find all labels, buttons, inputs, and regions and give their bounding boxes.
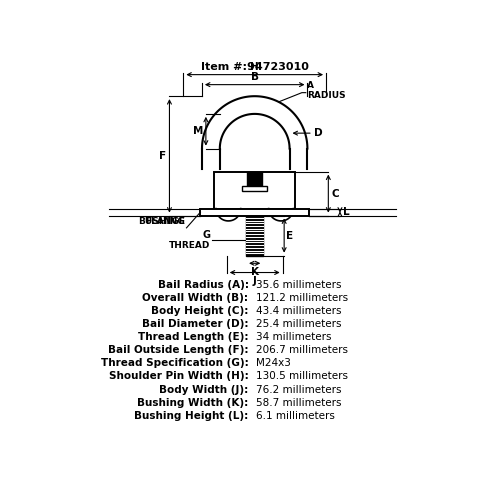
Text: B: B [250,72,258,83]
Text: Thread Specification (G):: Thread Specification (G): [101,358,248,368]
Bar [214,172,295,208]
Text: M: M [193,126,203,136]
Text: A
RADIUS: A RADIUS [308,80,346,100]
Text: Bail Outside Length (F):: Bail Outside Length (F): [108,346,248,356]
Text: E: E [286,230,294,240]
Text: Item #:94723010: Item #:94723010 [201,62,308,72]
Text: M24x3: M24x3 [256,358,291,368]
Text: 35.6 millimeters: 35.6 millimeters [256,280,342,290]
Text: K: K [250,267,258,277]
Text: Shoulder Pin Width (H):: Shoulder Pin Width (H): [109,372,248,382]
Bar [242,186,267,191]
Text: Bushing Width (K):: Bushing Width (K): [137,398,248,407]
Bar [246,216,263,256]
Text: J: J [253,276,256,286]
Text: L: L [343,207,349,217]
Text: H: H [250,62,259,72]
Text: 76.2 millimeters: 76.2 millimeters [256,384,342,394]
Text: 206.7 millimeters: 206.7 millimeters [256,346,348,356]
Text: G: G [202,230,210,239]
Text: D: D [314,128,323,138]
Text: 130.5 millimeters: 130.5 millimeters [256,372,348,382]
Text: Bail Diameter (D):: Bail Diameter (D): [142,319,248,329]
Text: Body Height (C):: Body Height (C): [151,306,248,316]
Text: F: F [159,151,166,161]
Text: 25.4 millimeters: 25.4 millimeters [256,319,342,329]
Text: 58.7 millimeters: 58.7 millimeters [256,398,342,407]
Text: Overall Width (B):: Overall Width (B): [142,293,248,303]
Text: BUSHING: BUSHING [138,218,185,226]
Text: Body Width (J):: Body Width (J): [159,384,248,394]
Text: THREAD: THREAD [169,241,210,250]
Text: 6.1 millimeters: 6.1 millimeters [256,410,335,420]
Text: Bail Radius (A):: Bail Radius (A): [158,280,248,290]
Text: Bushing Height (L):: Bushing Height (L): [134,410,248,420]
Text: 43.4 millimeters: 43.4 millimeters [256,306,342,316]
Bar [247,172,262,185]
Text: Thread Length (E):: Thread Length (E): [138,332,248,342]
Text: C: C [332,188,339,198]
Text: 121.2 millimeters: 121.2 millimeters [256,293,348,303]
Text: FLANGE: FLANGE [145,207,185,227]
Text: 34 millimeters: 34 millimeters [256,332,332,342]
Bar [200,208,309,216]
